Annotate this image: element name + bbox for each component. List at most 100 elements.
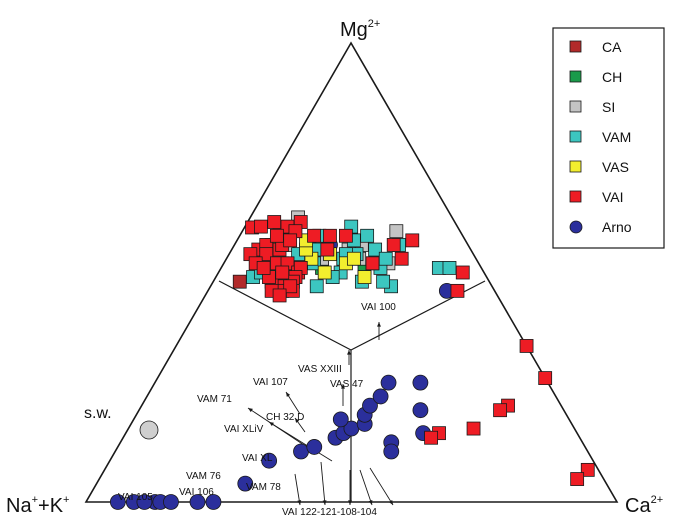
point-vam-14 [360, 228, 375, 243]
point-arno-17 [362, 397, 378, 414]
point-vai-45 [424, 430, 438, 445]
data-points [109, 210, 595, 510]
point-vam-21 [309, 279, 324, 294]
point-vam-24 [442, 261, 457, 275]
point-vai-51 [405, 233, 420, 248]
point-vai-30 [256, 261, 271, 275]
point-vam-18 [378, 251, 393, 266]
point-vai-38 [275, 265, 290, 280]
vertex-label-top: Mg2+ [340, 18, 380, 41]
point-vai-6 [307, 228, 321, 243]
point-vam-10 [368, 242, 383, 257]
annotation-arrowhead-4 [295, 418, 300, 423]
point-vai-34 [338, 228, 353, 243]
point-arno-11 [306, 439, 323, 455]
annotation-arrowhead-11 [388, 500, 393, 505]
annotation-arrow-8 [320, 461, 326, 506]
point-vai-39 [519, 339, 534, 353]
point-arno-0 [205, 494, 222, 510]
annotation-arrow-7 [294, 473, 301, 506]
annotation-7: VAI XL [242, 453, 273, 464]
point-arno-4 [109, 494, 126, 510]
point-arno-7 [163, 494, 179, 510]
annotation-arrowhead-6 [269, 422, 274, 427]
point-vai-50 [394, 251, 409, 266]
annotation-9: VAM 78 [246, 482, 281, 493]
annotation-arrowhead-7 [297, 500, 302, 505]
annotation-12: VAI 122-121-108-104 [282, 507, 377, 517]
annotation-arrowhead-1 [347, 350, 351, 355]
point-vai-42 [493, 403, 507, 418]
point-arno-23 [412, 402, 429, 419]
point-vas-7 [346, 251, 361, 266]
point-arno-9 [261, 452, 278, 469]
subdivision-line-right [350, 280, 486, 351]
point-vam-20 [376, 274, 391, 289]
point-vai-1 [254, 219, 268, 234]
legend-marker-arno [569, 220, 583, 234]
point-vai-46 [580, 462, 595, 477]
annotation-0: VAI 100 [361, 302, 396, 313]
point-arno-28 [332, 411, 349, 428]
legend-marker-ch [569, 70, 582, 83]
point-arno-6 [136, 494, 153, 510]
annotation-arrow-11 [369, 467, 394, 506]
point-vai-48 [450, 283, 465, 298]
point-vai-47 [570, 472, 585, 486]
annotation-arrow-10 [359, 469, 373, 506]
annotation-arrowhead-10 [368, 500, 373, 505]
legend-marker-vai [569, 190, 582, 203]
point-vai-33 [272, 288, 287, 303]
legend-label-arno: Arno [602, 219, 632, 235]
legend: CA CH SI VAM VAS VAI Arno [552, 27, 665, 249]
annotation-5: VAM 71 [197, 394, 232, 405]
point-arno-1 [189, 494, 206, 510]
point-vai-32 [283, 279, 298, 294]
point-arno-19 [380, 374, 397, 391]
annotation-8: VAM 76 [186, 471, 221, 482]
seawater-point [139, 420, 159, 440]
subdivision-line-left [218, 280, 352, 351]
point-vai-36 [386, 238, 401, 252]
annotation-arrowhead-0 [377, 322, 381, 327]
annotation-arrowhead-3 [286, 392, 291, 397]
point-vai-49 [455, 265, 470, 280]
point-vai-43 [466, 421, 481, 436]
legend-marker-ca [569, 40, 582, 53]
point-vai-15 [283, 233, 298, 248]
annotation-2: VAS 47 [330, 379, 364, 390]
annotation-arrowhead-2 [341, 384, 345, 389]
point-vai-40 [538, 371, 553, 385]
point-arno-24 [412, 374, 429, 391]
legend-label-vai: VAI [602, 189, 624, 205]
annotation-arrowhead-9 [348, 500, 352, 505]
point-vai-13 [269, 228, 284, 243]
point-arno-10 [293, 443, 309, 460]
point-vas-8 [357, 270, 372, 284]
annotation-arrowhead-8 [322, 500, 327, 505]
annotation-10: VAI 106 [179, 487, 214, 498]
annotation-11: VAI 105 [118, 492, 153, 503]
point-si-6 [389, 224, 404, 239]
point-arno-18 [372, 388, 389, 405]
point-vai-3 [267, 215, 282, 229]
vertex-label-right: Ca2+ [625, 494, 663, 517]
legend-label-ch: CH [602, 69, 622, 85]
point-arno-8 [237, 475, 254, 492]
annotation-6: VAI XLiV [224, 424, 264, 435]
legend-label-vas: VAS [602, 159, 629, 175]
legend-marker-vas [569, 160, 582, 173]
point-vas-4 [317, 265, 332, 280]
vertex-label-left: Na++K+ [6, 494, 69, 517]
legend-label-ca: CA [602, 39, 622, 55]
legend-label-si: SI [602, 99, 615, 115]
annotation-1: VAS XXIII [298, 364, 342, 375]
point-arno-22 [383, 443, 400, 460]
point-vai-7 [323, 228, 337, 243]
point-vai-35 [320, 242, 335, 257]
point-vai-37 [365, 256, 380, 271]
annotation-arrows [247, 322, 394, 506]
annotation-arrowhead-5 [248, 408, 253, 413]
annotation-4: CH 32 D [266, 412, 304, 423]
